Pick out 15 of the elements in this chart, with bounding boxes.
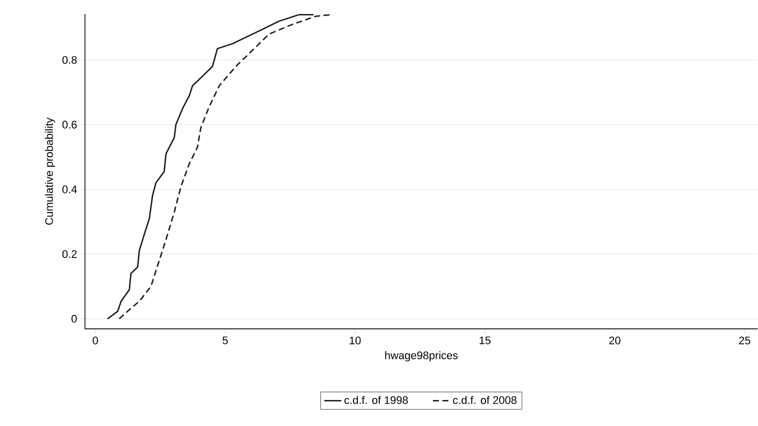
y-tick-label: 0.4 [62, 186, 77, 194]
y-tick-label: 0 [72, 315, 77, 323]
y-tick-label: 0.8 [62, 56, 77, 64]
y-tick-label: 0.6 [62, 120, 77, 129]
x-tick-label: 15 [480, 336, 491, 344]
x-tick-label: 20 [609, 336, 620, 344]
y-tick-label: 0.2 [62, 250, 77, 258]
x-tick-label: 10 [350, 336, 361, 344]
x-tick-label: 5 [222, 336, 228, 344]
x-tick-label: 25 [739, 336, 750, 344]
legend-label: c.d.f. of 1998 [344, 396, 408, 404]
x-tick-label: 0 [92, 336, 98, 344]
x-axis-title: hwage98prices [385, 351, 458, 362]
y-axis-title: Cumulative probability [44, 118, 56, 225]
legend-label: c.d.f. of 2008 [453, 396, 516, 404]
